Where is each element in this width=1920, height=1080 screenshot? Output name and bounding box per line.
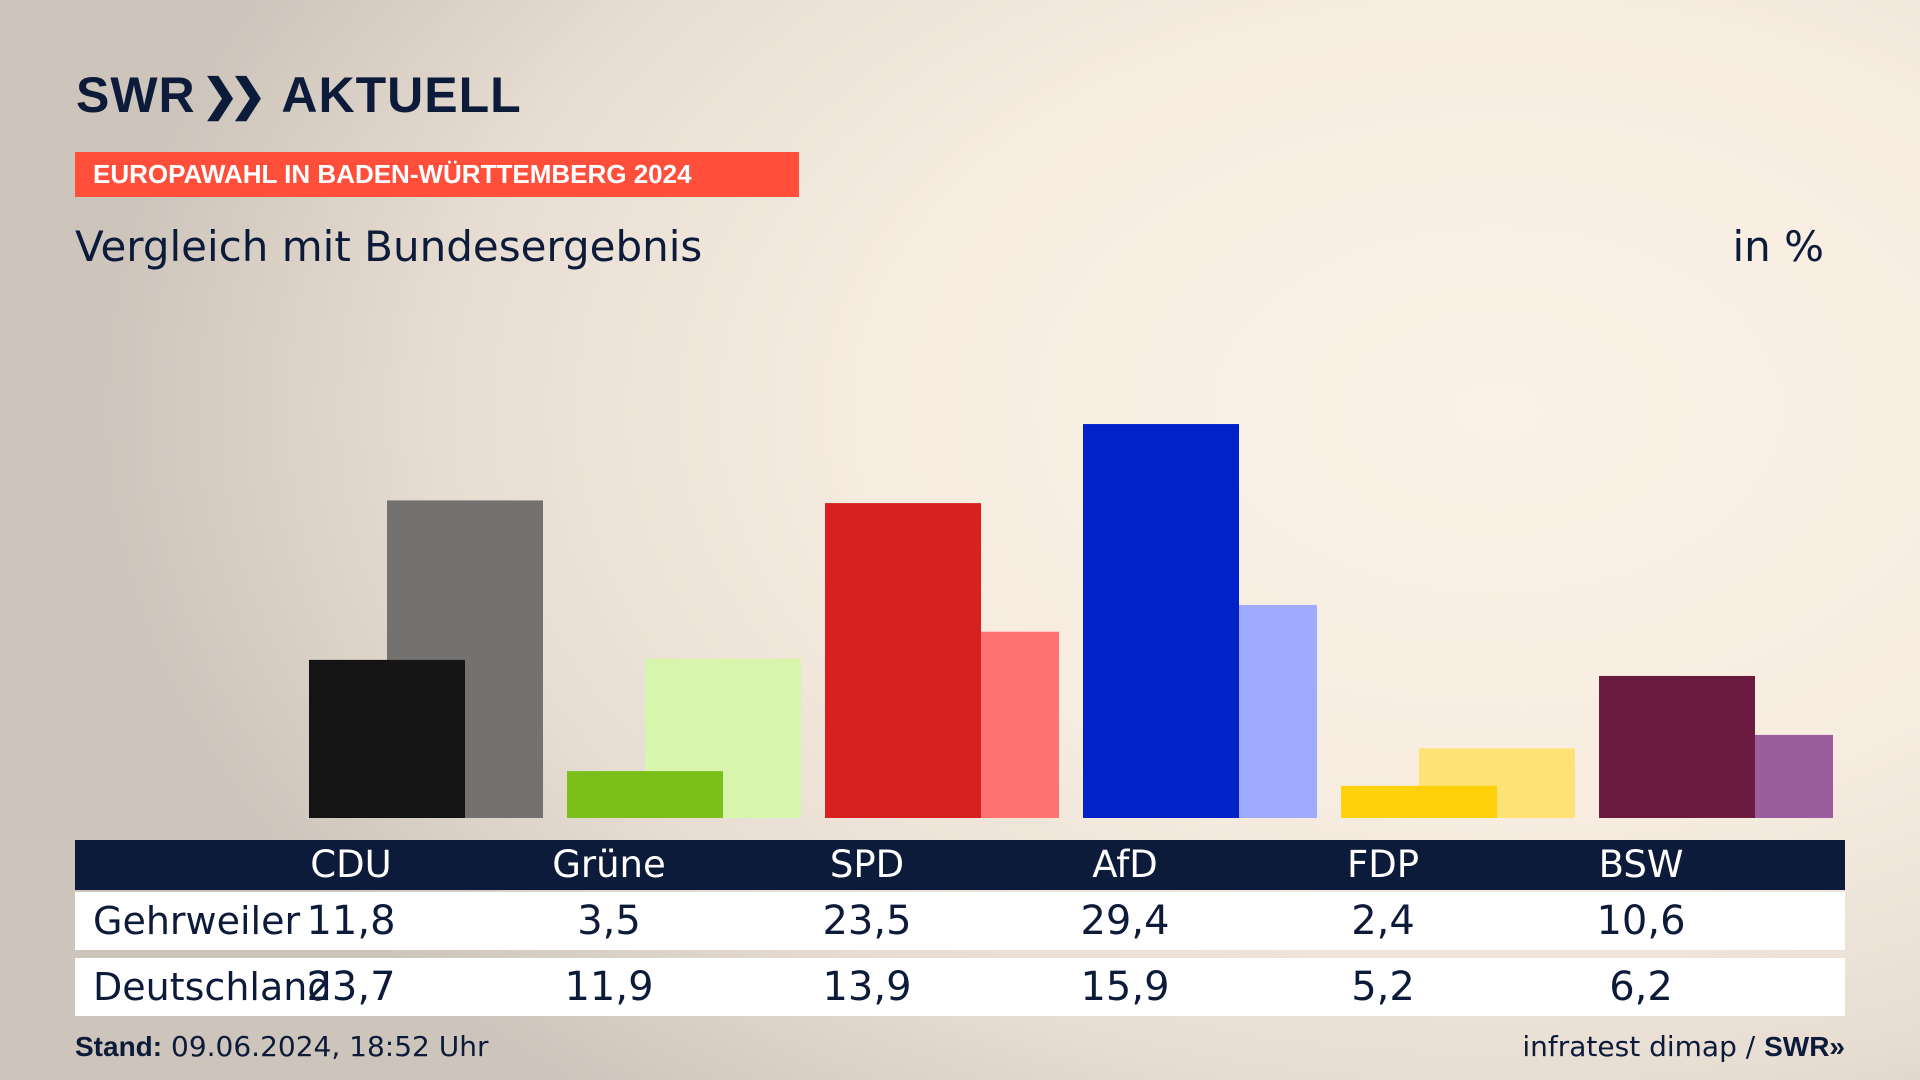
table-cell: 11,9 xyxy=(564,964,654,1010)
table-header-row: CDU Grüne SPD AfD FDP BSW xyxy=(75,840,1845,890)
swr-aktuell-logo: SWR ❯❯ AKTUELL xyxy=(76,66,522,124)
bar-gehrweiler-grüne xyxy=(567,771,723,818)
column-header-spd: SPD xyxy=(829,843,905,886)
table-cell: 2,4 xyxy=(1351,898,1415,944)
swr-wordmark: SWR xyxy=(76,67,196,123)
table-cell: 23,7 xyxy=(306,964,396,1010)
table-cell: 5,2 xyxy=(1351,964,1415,1010)
table-cell: 10,6 xyxy=(1596,898,1686,944)
double-arrow-icon: ❯❯ xyxy=(201,70,267,120)
election-banner: EUROPAWAHL IN BADEN-WÜRTTEMBERG 2024 xyxy=(75,152,799,197)
bar-gehrweiler-bsw xyxy=(1599,675,1755,818)
table-cell: 15,9 xyxy=(1080,964,1170,1010)
bar-gehrweiler-cdu xyxy=(309,659,465,818)
source-credit: infratest dimap / SWR» xyxy=(1522,1030,1845,1063)
swr-small-logo: SWR» xyxy=(1764,1031,1845,1062)
bar-gehrweiler-afd xyxy=(1083,424,1239,818)
bar-chart xyxy=(309,424,1833,818)
column-header-cdu: CDU xyxy=(310,843,392,886)
table-cell: 23,5 xyxy=(822,898,912,944)
table-cell: 6,2 xyxy=(1609,964,1673,1010)
aktuell-wordmark: AKTUELL xyxy=(281,67,522,123)
table-row: Gehrweiler 11,8 3,5 23,5 29,4 2,4 10,6 xyxy=(75,892,1845,950)
chart-subtitle: Vergleich mit Bundesergebnis xyxy=(75,222,703,271)
column-header-bsw: BSW xyxy=(1598,843,1684,886)
stand-value: 09.06.2024, 18:52 Uhr xyxy=(171,1030,489,1063)
stand-label: Stand: xyxy=(75,1031,163,1062)
column-header-grüne: Grüne xyxy=(552,843,666,886)
table-cell: 29,4 xyxy=(1080,898,1170,944)
table-cell: 3,5 xyxy=(577,898,641,944)
table-cell: 11,8 xyxy=(306,898,396,944)
row-label-deutschland: Deutschland xyxy=(93,965,332,1009)
column-header-fdp: FDP xyxy=(1346,843,1420,886)
table-cell: 13,9 xyxy=(822,964,912,1010)
table-row: Deutschland 23,7 11,9 13,9 15,9 5,2 6,2 xyxy=(75,958,1845,1016)
column-header-afd: AfD xyxy=(1092,843,1158,886)
results-table: CDU Grüne SPD AfD FDP BSW Gehrweiler 11,8 3,5 2… xyxy=(75,840,1845,1016)
row-label-gehrweiler: Gehrweiler xyxy=(93,899,301,943)
bar-gehrweiler-spd xyxy=(825,503,981,818)
timestamp: Stand: 09.06.2024, 18:52 Uhr xyxy=(75,1030,488,1063)
bar-gehrweiler-fdp xyxy=(1341,785,1497,818)
source-text: infratest dimap / xyxy=(1522,1030,1765,1063)
unit-label: in % xyxy=(1732,222,1824,271)
